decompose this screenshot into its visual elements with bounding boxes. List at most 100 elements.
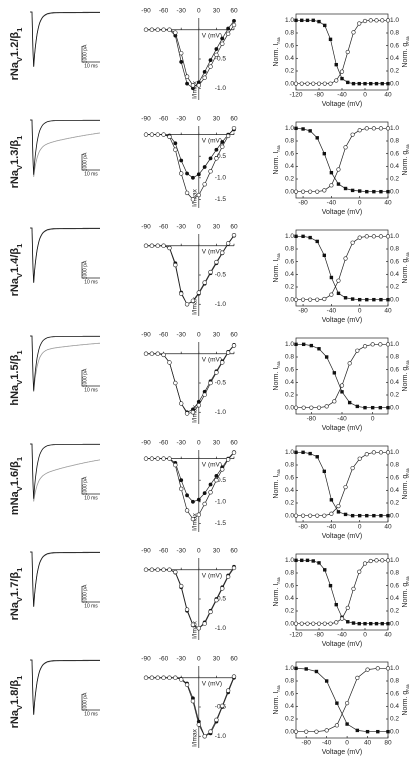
x-tick-label: -30 [176,440,186,447]
iv-point [225,350,231,355]
x-tick-label: -40 [327,524,337,531]
y-tick-label: 0.6 [285,366,294,373]
activation-point [336,504,341,509]
iv-point [149,351,155,356]
activation-line [296,127,388,193]
inactivation-point [357,189,362,193]
iv-point [173,147,178,152]
x-axis-label: V (mV) [202,248,222,255]
iv-point [202,165,207,169]
y-axis-label-part: Na [276,469,282,476]
inactivation-point [380,621,384,626]
iv-point [143,132,149,137]
inactivation-point [363,81,367,86]
current-trace [30,551,100,607]
y-tick-label: -1.0 [215,85,227,92]
iv-point [173,462,178,468]
iv-line [146,127,235,200]
x-tick-label: 60 [230,548,238,555]
y-tick-label: 0.6 [285,258,294,265]
y2-axis-label-part: Na [405,684,411,691]
activation-point [345,49,350,55]
y2-tick-label: 1.0 [390,449,399,456]
inactivation-point [329,498,334,502]
inactivation-point [340,76,344,81]
iv-point [161,243,166,248]
x-axis-label: Voltage (mV) [322,533,362,540]
row-label-part: V [15,704,24,710]
activation-point [336,167,341,172]
iv-point [185,171,189,176]
y-tick-label: 0.0 [285,512,294,519]
y-axis-label: I/Imax [192,512,199,530]
y-tick-label: 0.0 [285,728,294,735]
iv-point [220,703,225,709]
x-tick-label: 30 [213,440,221,447]
iv-point [231,232,237,238]
iv-point [190,298,196,303]
activation-point [322,513,327,518]
inactivation-point [332,371,337,375]
activation-point [368,18,373,23]
inactivation-point [322,151,327,156]
iv-point [196,83,202,88]
x-tick-label: 40 [384,632,392,639]
y-axis-label-part: Na [276,361,282,368]
iv-point [220,467,225,472]
iv-point [149,132,155,137]
inactivation-point [345,722,349,726]
iv-point [196,512,202,517]
activation-point [362,18,368,24]
y-axis-label-part: Norm. I [273,692,280,715]
x-axis-label: Voltage (mV) [322,641,362,648]
y2-tick-label: 0.4 [390,595,399,602]
activation-point [329,183,334,188]
scale-current: 1000 pA [82,152,88,171]
row-label-part: V [15,485,24,491]
iv-point [225,688,231,693]
x-axis-label: V (mV) [202,680,222,687]
activation-point [329,511,334,516]
row-label-part: 1.2/β [9,32,21,57]
iv-line [146,676,235,737]
inactivation-point [340,390,344,394]
iv-point [179,677,184,682]
x-tick-label: 60 [230,116,238,123]
activation-point [371,126,376,131]
y2-axis-label: Norm. gNa [402,576,411,607]
iv-point [231,450,237,455]
iv-point [214,473,219,478]
y-axis-label: Norm. INa [273,253,282,282]
row-label-part: V [15,379,24,385]
inactivation-point [374,81,379,86]
activation-point [336,278,341,283]
current-trace [30,335,100,391]
row-label: hNaV1.5/β1 [9,350,24,406]
iv-point [155,27,160,32]
x-tick-label: 30 [213,116,221,123]
y2-tick-label: 0.8 [390,246,399,253]
iv-point [232,19,236,23]
activation-point [315,189,320,194]
y-tick-label: 0.4 [285,163,294,170]
activation-line [296,343,388,409]
scale-bar [81,694,100,711]
y2-tick-label: 0.8 [390,138,399,145]
x-axis-label: Voltage (mV) [322,425,362,432]
iv-point [143,675,149,680]
y-tick-label: 0.0 [285,620,294,627]
inactivation-line [296,559,388,625]
inactivation-point [301,450,305,455]
activation-point [368,558,373,564]
iv-point [226,26,231,31]
iv-point [167,360,172,365]
inactivation-point [317,19,321,24]
y-axis-label: Norm. INa [273,469,282,498]
row-label: rNaV1.8/β1 [9,675,24,729]
iv-point [231,674,237,679]
iv-point [167,675,172,680]
x-tick-label: -30 [176,332,186,339]
iv-point [214,717,219,723]
inactivation-point [350,297,355,301]
y-tick-label: -0.5 [215,56,227,63]
